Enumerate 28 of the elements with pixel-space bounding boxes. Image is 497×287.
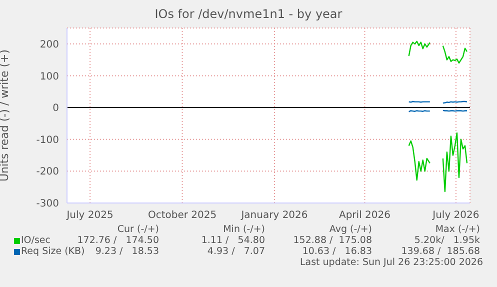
y-tick-label: -100 xyxy=(36,134,59,146)
chart-title: IOs for /dev/nvme1n1 - by year xyxy=(154,7,344,21)
x-tick-label: July 2025 xyxy=(66,210,114,222)
x-tick-label: October 2025 xyxy=(148,210,217,222)
text: 139.68 / 185.68 xyxy=(401,246,480,257)
legend-label: Req Size (KB) xyxy=(21,246,85,257)
text: Avg (-/+) xyxy=(329,224,372,235)
x-tick-label: July 2026 xyxy=(432,210,480,222)
x-tick-label: April 2026 xyxy=(338,210,390,222)
y-axis-title: Units read (-) / write (+) xyxy=(0,49,11,182)
legend-label: IO/sec xyxy=(21,235,50,246)
y-tick-label: 100 xyxy=(40,71,59,82)
text: 152.88 / 175.08 xyxy=(293,235,372,246)
x-tick-label: January 2026 xyxy=(240,210,308,222)
text: 1.11 / 54.80 xyxy=(201,235,265,246)
text: Cur (-/+) xyxy=(117,224,159,235)
text: 10.63 / 16.83 xyxy=(302,246,372,257)
y-tick-label: 0 xyxy=(52,103,59,114)
text: 5.20k/ 1.95k xyxy=(414,235,480,246)
text: 9.23 / 18.53 xyxy=(95,246,159,257)
text: Last update: Sun Jul 26 23:25:00 2026 xyxy=(300,257,483,268)
y-tick-label: 200 xyxy=(40,39,59,50)
y-tick-label: -200 xyxy=(36,166,59,178)
text: 172.76 / 174.50 xyxy=(77,235,159,246)
text: 4.93 / 7.07 xyxy=(207,246,265,257)
text: Min (-/+) xyxy=(223,224,265,235)
y-tick-label: -300 xyxy=(36,198,59,210)
text: Max (-/+) xyxy=(435,224,480,235)
